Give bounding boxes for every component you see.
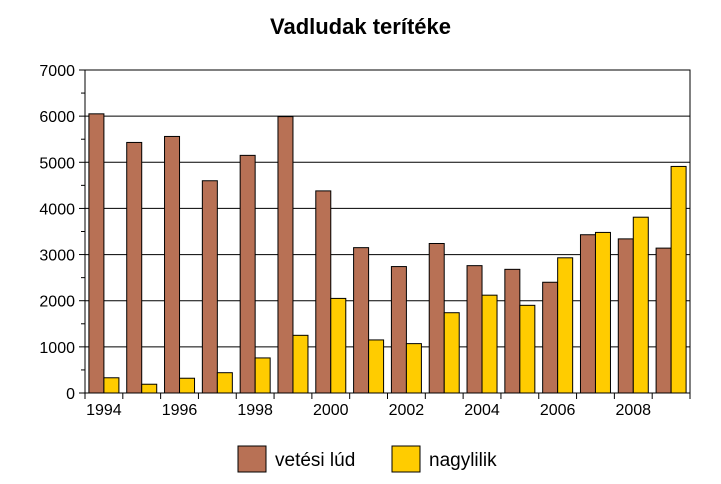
- bar-nagylilik-2007: [594, 231, 611, 394]
- bar-nagylilik-2002: [405, 343, 422, 394]
- bar-vetesi-lud-2006: [542, 281, 559, 394]
- bar-vetesi-lud-1999: [277, 116, 294, 394]
- legend-label: vetési lúd: [275, 450, 355, 471]
- bar-vetesi-lud-2007: [579, 234, 596, 394]
- bar-nagylilik-1999: [292, 334, 309, 394]
- y-tick-labels: 0 1000 2000 3000 4000 5000 6000 7000: [39, 63, 75, 403]
- bar-vetesi-lud-1996: [164, 135, 181, 394]
- bar-vetesi-lud-2000: [315, 190, 332, 394]
- bar-nagylilik-1994: [103, 377, 120, 394]
- x-tick-label: 2000: [313, 402, 349, 419]
- x-tick-label: 1996: [162, 402, 198, 419]
- y-tick-label: 1000: [39, 340, 75, 357]
- bar-nagylilik-2000: [330, 297, 347, 394]
- bar-nagylilik-2005: [519, 304, 536, 394]
- y-tick-label: 2000: [39, 294, 75, 311]
- y-tick-label: 6000: [39, 109, 75, 126]
- bar-vetesi-lud-2003: [428, 242, 445, 394]
- bar-nagylilik-1997: [216, 372, 233, 394]
- chart-title: Vadludak terítéke: [270, 14, 451, 39]
- bar-nagylilik-1996: [179, 377, 196, 394]
- bar-vetesi-lud-2002: [390, 266, 407, 394]
- gridlines: [85, 115, 690, 348]
- y-tick-label: 0: [66, 386, 75, 403]
- bar-vetesi-lud-2005: [504, 268, 521, 394]
- legend: vetési lúd nagylilik: [237, 445, 497, 473]
- bar-nagylilik-2003: [443, 312, 460, 394]
- bar-vetesi-lud-1995: [126, 141, 143, 394]
- bar-nagylilik-2009: [670, 165, 687, 394]
- bar-vetesi-lud-1997: [201, 180, 218, 394]
- bar-vetesi-lud-1998: [239, 154, 256, 394]
- bar-nagylilik-2004: [481, 294, 498, 394]
- bar-vetesi-lud-2001: [353, 247, 370, 394]
- axes: [79, 69, 691, 399]
- x-tick-label: 2006: [540, 402, 576, 419]
- y-tick-label: 5000: [39, 155, 75, 172]
- bar-nagylilik-2006: [557, 257, 574, 394]
- y-tick-label: 3000: [39, 248, 75, 265]
- bars: [88, 113, 687, 394]
- x-tick-label: 2004: [464, 402, 500, 419]
- legend-label: nagylilik: [429, 450, 497, 471]
- x-tick-label: 1994: [86, 402, 122, 419]
- bar-vetesi-lud-2008: [617, 238, 634, 394]
- bar-vetesi-lud-2004: [466, 265, 483, 394]
- y-tick-label: 7000: [39, 63, 75, 80]
- x-tick-label: 1998: [237, 402, 273, 419]
- bar-nagylilik-1998: [254, 357, 271, 394]
- x-tick-label: 2008: [615, 402, 651, 419]
- bar-nagylilik-1995: [141, 383, 158, 394]
- y-tick-label: 4000: [39, 201, 75, 218]
- bar-nagylilik-2008: [632, 216, 649, 394]
- legend-swatch: [391, 445, 421, 473]
- x-tick-labels: 1994 1996 1998 2000 2002 2004 2006 2008: [86, 402, 651, 419]
- x-tick-label: 2002: [389, 402, 425, 419]
- legend-swatch: [237, 445, 267, 473]
- bar-vetesi-lud-2009: [655, 247, 672, 394]
- bar-vetesi-lud-1994: [88, 113, 105, 394]
- bar-nagylilik-2001: [368, 339, 385, 394]
